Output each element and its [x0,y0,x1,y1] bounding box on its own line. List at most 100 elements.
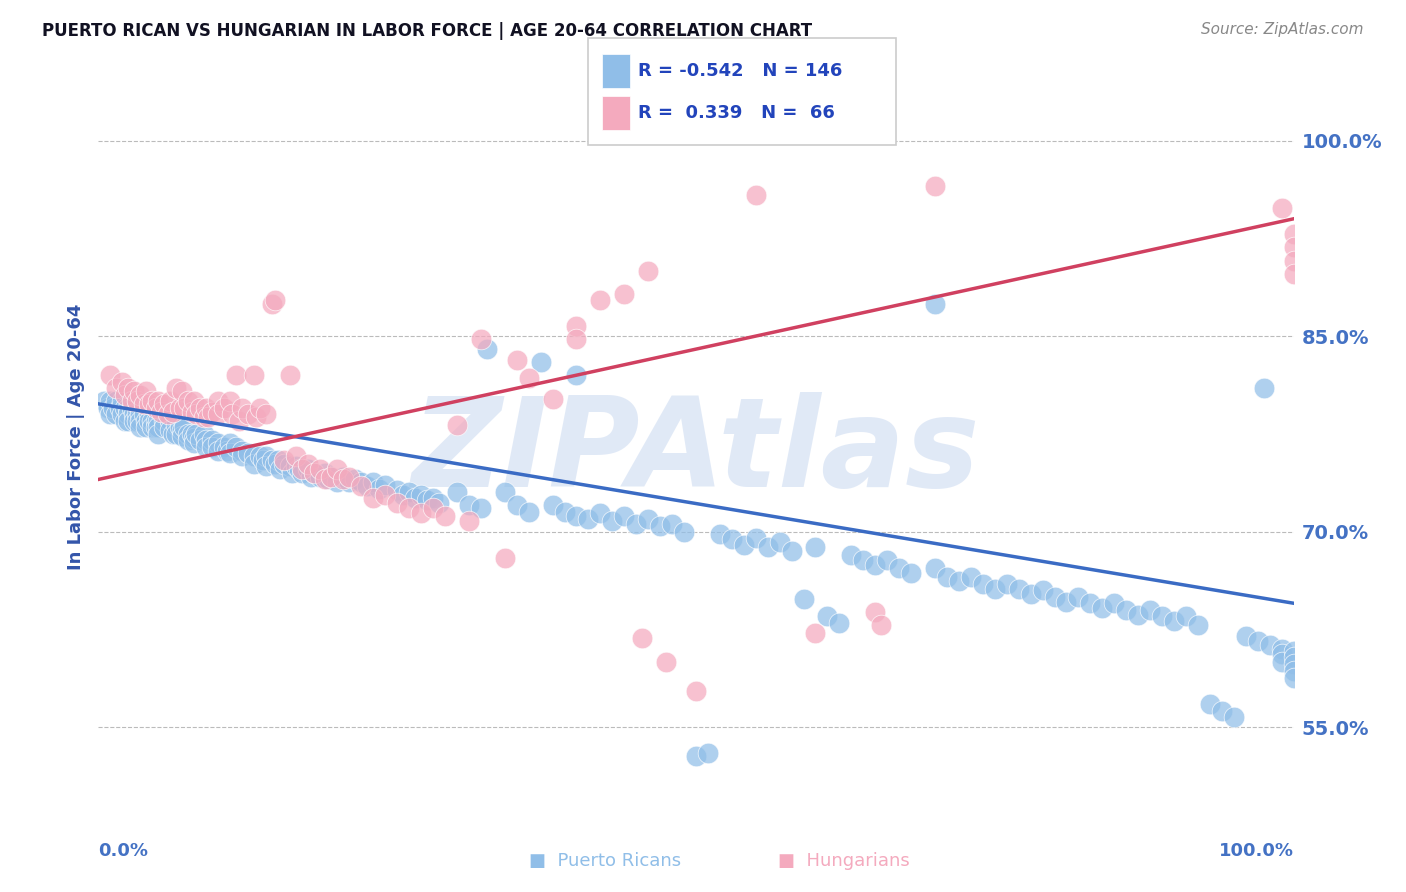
Point [97,401,120,415]
Point [114,414,136,428]
Point [117,407,139,421]
Point [183,436,205,450]
Point [278,459,301,474]
Point [804,626,827,640]
Text: Source: ZipAtlas.com: Source: ZipAtlas.com [1201,22,1364,37]
Point [302,466,325,480]
Point [180,426,202,441]
Point [141,414,163,428]
Point [326,462,349,476]
Point [129,414,152,428]
Point [368,482,391,496]
Point [1007,582,1029,596]
Point [217,443,239,458]
Point [1019,587,1042,601]
Point [141,394,163,409]
Point [148,420,170,434]
Point [1282,671,1305,685]
Point [321,470,343,484]
Point [98,368,122,383]
Point [173,401,195,415]
Point [385,496,409,510]
Point [121,394,143,409]
Point [1175,609,1198,624]
Point [565,508,588,523]
Point [565,318,588,333]
Point [243,368,266,383]
Point [243,449,266,463]
Point [565,368,588,383]
Point [243,457,266,471]
Point [153,414,176,428]
Point [326,475,349,489]
Point [254,459,277,474]
Point [416,493,439,508]
Point [458,499,481,513]
Point [231,401,253,415]
Point [288,462,311,476]
Point [321,470,343,484]
Point [254,449,277,463]
Point [613,287,636,301]
Point [125,407,148,421]
Point [613,508,636,523]
Point [422,501,444,516]
Point [145,414,167,428]
Point [1271,202,1294,216]
Point [1032,583,1054,598]
Point [529,355,551,369]
Text: ■  Hungarians: ■ Hungarians [778,852,910,870]
Point [148,394,170,409]
Point [1282,657,1305,672]
Point [111,407,134,421]
Point [315,466,337,480]
Point [356,479,378,493]
Point [517,505,540,519]
Point [135,420,157,434]
Point [302,466,325,480]
Point [506,499,529,513]
Point [156,407,179,421]
Point [207,407,229,421]
Text: R =  0.339   N =  66: R = 0.339 N = 66 [638,104,835,122]
Point [225,368,247,383]
Point [900,566,922,581]
Point [661,516,683,531]
Y-axis label: In Labor Force | Age 20-64: In Labor Force | Age 20-64 [66,304,84,570]
Point [1163,615,1185,629]
Point [756,540,779,554]
Point [709,527,731,541]
Point [1282,240,1305,254]
Point [264,293,287,307]
Point [863,558,887,573]
Point [589,293,612,307]
Point [506,352,529,367]
Point [948,574,970,588]
Point [129,407,152,421]
Point [863,605,887,619]
Point [398,501,420,516]
Point [984,582,1007,596]
Point [101,401,124,415]
Point [159,394,181,409]
Point [374,477,396,491]
Point [98,394,122,409]
Point [194,401,218,415]
Point [1211,705,1233,719]
Point [470,332,492,346]
Point [780,544,803,558]
Point [1253,381,1275,395]
Point [363,475,385,489]
Point [385,483,409,497]
Point [124,414,146,428]
Point [162,405,184,419]
Point [228,414,250,428]
Point [219,446,242,460]
Point [1282,227,1305,242]
Point [165,381,187,395]
Point [172,429,194,443]
Point [172,384,194,398]
Point [169,420,191,434]
Point [219,436,242,450]
Point [1271,647,1294,661]
